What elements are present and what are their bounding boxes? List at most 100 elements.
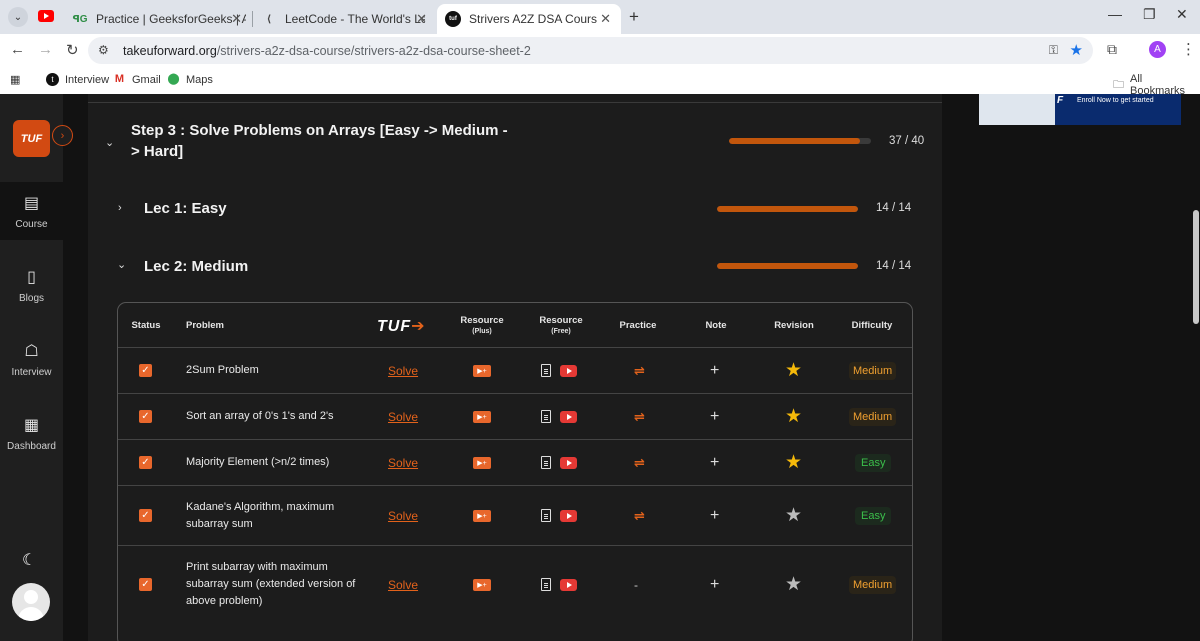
practice-link-icon[interactable]: ⇌ [634,408,645,424]
tab-geeksforgeeks[interactable]: ꟼG Practice | GeeksforGeeks | A co ✕ [64,4,252,34]
youtube-icon[interactable] [560,364,577,377]
chevron-down-icon[interactable]: ⌄ [105,137,115,149]
tuf-logo-text: TUF [377,318,412,335]
dark-mode-toggle-icon[interactable]: ☾ [22,552,37,569]
forward-button[interactable]: → [38,41,53,58]
browser-toolbar: ← → ↻ ⚙ takeuforward.org/strivers-a2z-ds… [0,34,1200,66]
tab-leetcode[interactable]: ⟨ LeetCode - The World's Leading ✕ [253,4,437,34]
url-text[interactable]: takeuforward.org/strivers-a2z-dsa-course… [123,44,531,58]
article-icon[interactable] [541,456,551,469]
problem-name: Print subarray with maximum subarray sum… [186,561,356,607]
youtube-icon[interactable] [560,578,577,591]
add-note-button[interactable]: + [710,506,720,524]
youtube-pinned-tab[interactable] [38,10,54,22]
url-domain: takeuforward.org [123,44,217,58]
ad-logo: F [1057,95,1064,106]
video-plus-icon[interactable]: ▶+ [473,364,491,377]
status-checkbox[interactable]: ✓ [139,509,152,522]
sidebar-item-dashboard[interactable]: ▦ Dashboard [0,404,63,462]
sidebar-item-course[interactable]: ▤ Course [0,182,63,240]
bookmark-star-icon[interactable]: ★ [1069,42,1083,59]
youtube-icon[interactable] [560,410,577,423]
back-button[interactable]: ← [10,41,25,58]
lecture-progress-bar [717,263,858,269]
video-plus-icon[interactable]: ▶+ [473,578,491,591]
chevron-right-icon[interactable]: › [118,202,122,214]
page-scrollbar[interactable] [1193,210,1199,324]
maps-pin-icon: ⬤ [167,73,180,85]
article-icon[interactable] [541,578,551,591]
address-bar[interactable]: ⚙ takeuforward.org/strivers-a2z-dsa-cour… [88,37,1093,64]
new-tab-button[interactable]: + [629,7,639,26]
site-info-icon[interactable]: ⚙ [98,43,109,57]
tuf-favicon-icon: t [46,73,59,86]
article-icon[interactable] [541,364,551,377]
solve-link[interactable]: Solve [388,363,419,378]
close-icon[interactable]: ✕ [600,11,611,26]
bookmark-gmail[interactable]: M Gmail [113,73,161,86]
user-avatar[interactable] [12,583,50,621]
youtube-icon[interactable] [560,509,577,522]
close-window-button[interactable]: ✕ [1176,6,1188,22]
tuf-logo[interactable]: TUF [13,120,50,157]
revision-star-icon[interactable]: ★ [785,505,803,526]
add-note-button[interactable]: + [710,361,720,379]
solve-link[interactable]: Solve [388,577,419,592]
practice-link-icon[interactable]: ⇌ [634,454,645,470]
extensions-icon[interactable]: ⧉ [1107,41,1117,57]
lecture-title[interactable]: Lec 2: Medium [144,258,249,275]
solve-link[interactable]: Solve [388,508,419,523]
ad-banner[interactable]: F Enroll Now to get started [979,94,1181,125]
sidebar-item-blogs[interactable]: ▯ Blogs [0,256,63,314]
step-title[interactable]: Step 3 : Solve Problems on Arrays [Easy … [131,122,508,160]
revision-star-icon[interactable]: ★ [785,574,803,595]
video-plus-icon[interactable]: ▶+ [473,509,491,522]
leetcode-favicon-icon: ⟨ [266,13,272,25]
revision-star-icon[interactable]: ★ [785,360,803,381]
chevron-down-icon[interactable]: ⌄ [117,259,127,271]
ad-text: Enroll Now to get started [1077,97,1154,104]
video-plus-icon[interactable]: ▶+ [473,410,491,423]
tuf-favicon-icon: tuf [445,11,461,27]
add-note-button[interactable]: + [710,453,720,471]
sidebar-item-interview[interactable]: ☖ Interview [0,330,63,388]
status-checkbox[interactable]: ✓ [139,410,152,423]
status-checkbox[interactable]: ✓ [139,578,152,591]
step-count: 37 / 40 [889,135,925,147]
practice-link-icon[interactable]: ⇌ [634,507,645,523]
password-key-icon[interactable]: ⚿ [1048,43,1058,57]
header-sublabel: (Free) [551,328,571,335]
article-icon[interactable] [541,509,551,522]
restore-button[interactable]: ❐ [1143,6,1156,22]
article-icon[interactable] [541,410,551,423]
tab-search-button[interactable]: ⌄ [8,7,28,27]
solve-link[interactable]: Solve [388,409,419,424]
lecture-title[interactable]: Lec 1: Easy [144,200,227,217]
bookmark-label: Maps [186,73,213,86]
profile-avatar[interactable]: A [1149,41,1166,58]
minimize-button[interactable]: — [1108,6,1122,22]
expand-sidebar-button[interactable]: › [52,125,73,146]
app-sidebar: TUF › ▤ Course ▯ Blogs ☖ Interview ▦ Das… [0,94,73,641]
main-content: ⌄ Step 3 : Solve Problems on Arrays [Eas… [88,94,942,641]
youtube-icon[interactable] [560,456,577,469]
status-checkbox[interactable]: ✓ [139,364,152,377]
close-icon[interactable]: ✕ [231,11,242,26]
video-plus-icon[interactable]: ▶+ [473,456,491,469]
practice-link-icon[interactable]: ⇌ [634,362,645,378]
add-note-button[interactable]: + [710,407,720,425]
revision-star-icon[interactable]: ★ [785,406,803,427]
revision-star-icon[interactable]: ★ [785,452,803,473]
add-note-button[interactable]: + [710,575,720,593]
status-checkbox[interactable]: ✓ [139,456,152,469]
apps-grid-icon[interactable]: ▦ [10,74,21,86]
browser-menu-icon[interactable]: ⋮ [1181,41,1196,58]
tab-strivers-sheet[interactable]: tuf Strivers A2Z DSA Course/Sheet ✕ [437,4,621,34]
close-icon[interactable]: ✕ [416,11,427,26]
reload-button[interactable]: ↻ [66,42,79,59]
problem-name: Sort an array of 0's 1's and 2's [186,410,334,422]
bookmark-interview[interactable]: t Interview [46,73,109,86]
bookmark-maps[interactable]: ⬤ Maps [167,73,213,86]
ad-image [979,94,1055,125]
solve-link[interactable]: Solve [388,455,419,470]
